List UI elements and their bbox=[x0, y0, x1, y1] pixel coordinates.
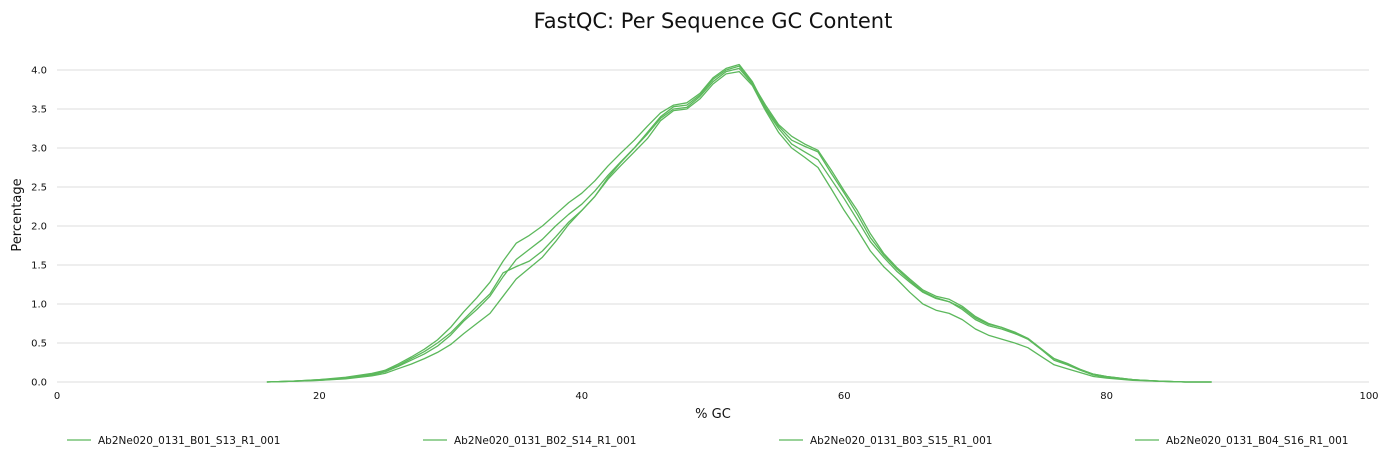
y-tick-label: 0.0 bbox=[31, 378, 47, 389]
y-tick-label: 3.5 bbox=[31, 105, 47, 116]
y-tick-label: 4.0 bbox=[31, 66, 47, 77]
legend-item-label: Ab2Ne020_0131_B03_S15_R1_001 bbox=[810, 435, 992, 447]
x-tick-label: 60 bbox=[838, 391, 851, 402]
x-tick-label: 40 bbox=[575, 391, 588, 402]
y-tick-label: 1.5 bbox=[31, 261, 47, 272]
x-tick-label: 80 bbox=[1100, 391, 1113, 402]
series-lines bbox=[266, 63, 1212, 383]
x-tick-labels: 0 20 40 60 80 100 bbox=[54, 391, 1379, 402]
legend: Ab2Ne020_0131_B01_S13_R1_001 Ab2Ne020_013… bbox=[67, 435, 1348, 447]
y-tick-label: 3.0 bbox=[31, 144, 47, 155]
series-line-4 bbox=[266, 65, 1212, 383]
y-tick-label: 2.5 bbox=[31, 183, 47, 194]
y-tick-label: 2.0 bbox=[31, 222, 47, 233]
x-axis-label: % GC bbox=[695, 407, 731, 422]
y-axis-label: Percentage bbox=[10, 178, 25, 251]
series-line-3 bbox=[266, 70, 1212, 383]
y-tick-label: 0.5 bbox=[31, 339, 47, 350]
x-tick-label: 100 bbox=[1359, 391, 1378, 402]
legend-item-label: Ab2Ne020_0131_B04_S16_R1_001 bbox=[1166, 435, 1348, 447]
legend-item-label: Ab2Ne020_0131_B02_S14_R1_001 bbox=[454, 435, 636, 447]
series-line-2 bbox=[266, 67, 1212, 383]
y-tick-labels: 0.0 0.5 1.0 1.5 2.0 2.5 3.0 3.5 4.0 bbox=[31, 66, 47, 389]
x-tick-label: 0 bbox=[54, 391, 60, 402]
gridlines bbox=[57, 69, 1369, 383]
chart-title: FastQC: Per Sequence GC Content bbox=[534, 9, 893, 33]
y-tick-label: 1.0 bbox=[31, 300, 47, 311]
legend-item-label: Ab2Ne020_0131_B01_S13_R1_001 bbox=[98, 435, 280, 447]
series-line-1 bbox=[266, 63, 1212, 383]
x-tick-label: 20 bbox=[313, 391, 326, 402]
